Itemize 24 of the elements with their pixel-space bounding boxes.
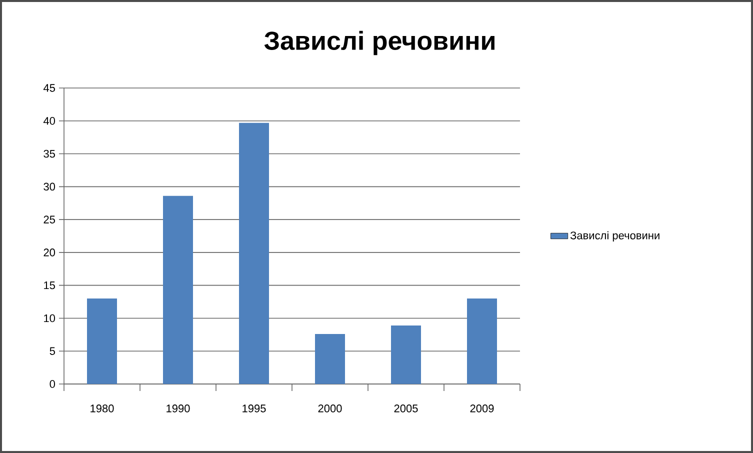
x-tick-label: 2000	[318, 404, 342, 412]
bar	[315, 334, 345, 384]
y-tick-label: 15	[44, 282, 55, 290]
x-tick-label: 2005	[394, 404, 418, 412]
y-tick-label: 35	[44, 150, 55, 158]
x-tick-label: 1980	[90, 404, 114, 412]
y-tick-label: 10	[44, 314, 56, 322]
y-tick-label: 5	[50, 347, 55, 355]
bar	[87, 298, 117, 384]
x-tick-label: 2009	[470, 404, 494, 412]
x-tick-label: 1995	[242, 404, 266, 412]
bar	[163, 196, 193, 384]
y-tick-label: 45	[43, 84, 55, 92]
bar	[391, 325, 421, 384]
y-tick-label: 0	[50, 380, 56, 388]
legend-label: Завислі речовини	[570, 231, 660, 242]
x-tick-label: 1990	[166, 404, 190, 412]
bar	[467, 298, 497, 384]
y-tick-label: 30	[44, 182, 56, 191]
bar	[239, 122, 269, 384]
y-tick-label: 25	[44, 216, 55, 224]
chart-title: Завислі речовини	[264, 30, 494, 56]
y-tick-label: 20	[44, 248, 56, 256]
y-tick-label: 40	[43, 117, 56, 125]
